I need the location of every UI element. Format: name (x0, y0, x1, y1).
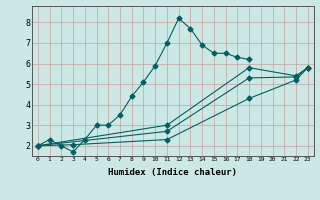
X-axis label: Humidex (Indice chaleur): Humidex (Indice chaleur) (108, 168, 237, 177)
